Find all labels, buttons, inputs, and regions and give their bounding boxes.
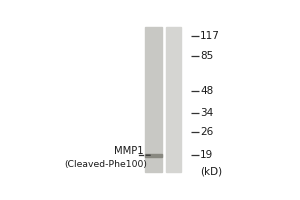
Text: (kD): (kD): [200, 167, 222, 177]
Text: 48: 48: [200, 86, 214, 96]
Text: 26: 26: [200, 127, 214, 137]
Text: MMP1: MMP1: [114, 146, 143, 156]
Text: 34: 34: [200, 108, 214, 118]
Bar: [145, 154, 163, 157]
Text: 19: 19: [200, 150, 214, 160]
Text: 117: 117: [200, 31, 220, 41]
Bar: [145, 27, 163, 172]
Bar: [166, 27, 181, 172]
Text: 85: 85: [200, 51, 214, 61]
Text: (Cleaved-Phe100): (Cleaved-Phe100): [64, 160, 147, 169]
